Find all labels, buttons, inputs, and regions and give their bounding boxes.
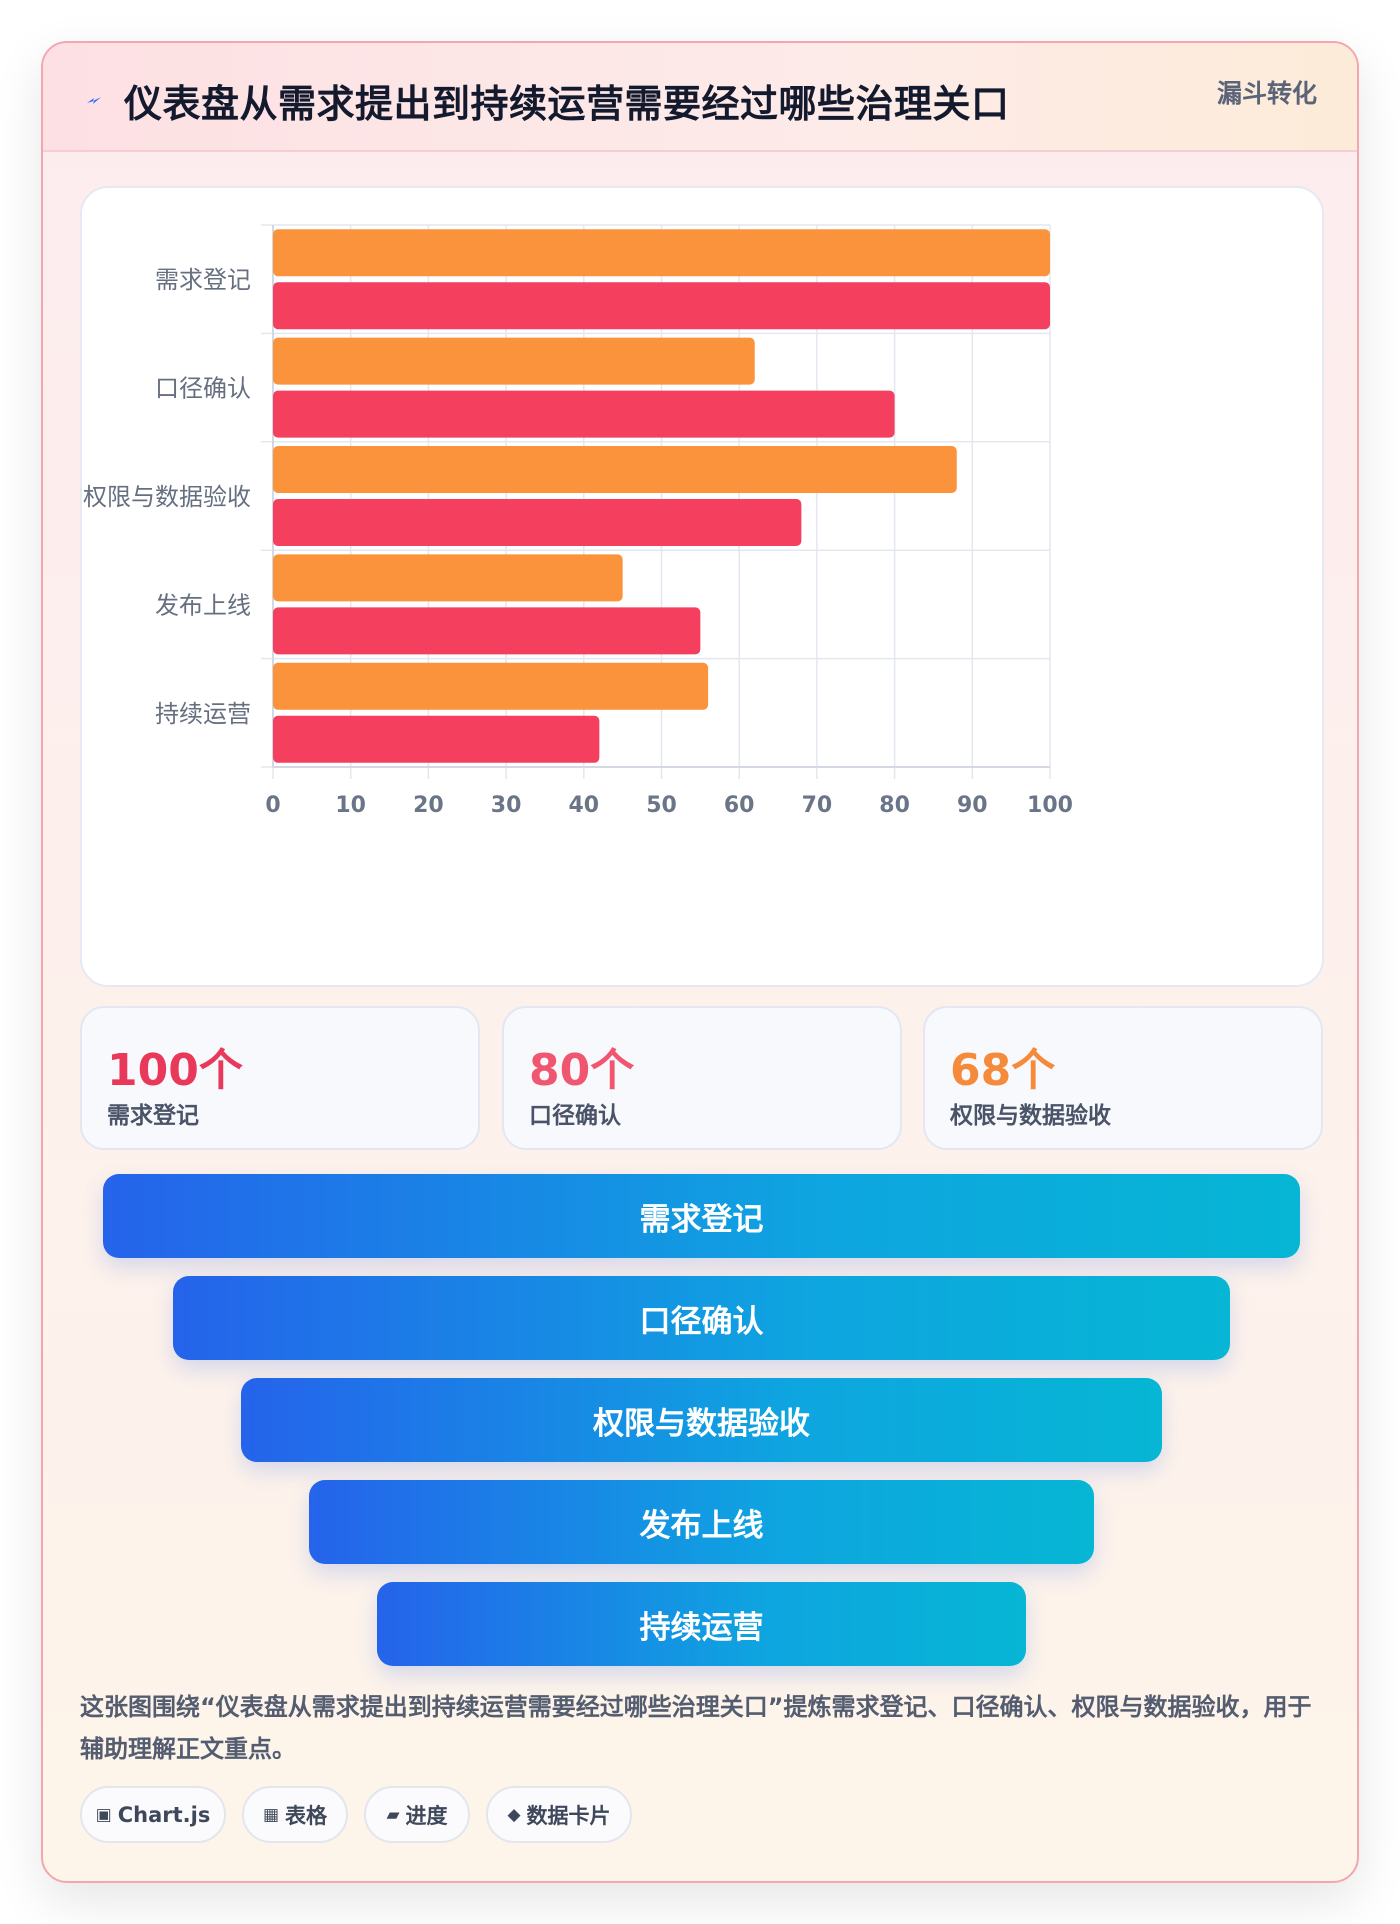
dashboard-card: 仪表盘从需求提出到持续运营需要经过哪些治理关口 漏斗转化 需求登记 口径确认 权限与… bbox=[41, 41, 1359, 1883]
x-tick-label: 80 bbox=[879, 793, 910, 818]
category-label: 发布上线 bbox=[155, 591, 251, 619]
category-label: 口径确认 bbox=[155, 375, 251, 403]
x-tick-label: 30 bbox=[491, 793, 522, 818]
stat-cards: 100个 需求登记 80个 口径确认 68个 权限与数据验收 bbox=[80, 1006, 1324, 1150]
chip-progress[interactable]: ▰ 进度 bbox=[364, 1786, 470, 1843]
x-tick-label: 20 bbox=[413, 793, 444, 818]
chip-label: 进度 bbox=[405, 1803, 448, 1828]
bar bbox=[273, 337, 755, 385]
bar bbox=[273, 499, 802, 546]
funnel-stage-label: 权限与数据验收 bbox=[593, 1405, 810, 1442]
category-label: 需求登记 bbox=[155, 266, 251, 294]
bar bbox=[273, 390, 895, 438]
funnel-stage: 发布上线 bbox=[309, 1480, 1094, 1564]
bar bbox=[273, 229, 1050, 277]
x-tick-label: 100 bbox=[1027, 793, 1073, 818]
progress-icon: ▰ bbox=[386, 1804, 400, 1825]
chip-chartjs[interactable]: ▣ Chart.js bbox=[80, 1786, 226, 1843]
chip-label: 表格 bbox=[285, 1803, 328, 1828]
x-tick-label: 40 bbox=[568, 793, 599, 818]
chart-description: 这张图围绕“仪表盘从需求提出到持续运营需要经过哪些治理关口”提炼需求登记、口径确… bbox=[80, 1693, 1312, 1763]
stat-value: 80个 bbox=[529, 1045, 635, 1096]
bar-chart-panel: 需求登记口径确认权限与数据验收发布上线持续运营 0 10 20 30 40 50 60 70 80… bbox=[80, 186, 1324, 987]
x-tick-label: 70 bbox=[802, 793, 833, 818]
bar bbox=[273, 662, 709, 710]
card-header: 仪表盘从需求提出到持续运营需要经过哪些治理关口 漏斗转化 bbox=[43, 43, 1357, 152]
stat-card: 80个 口径确认 bbox=[502, 1006, 902, 1150]
chip-label: Chart.js bbox=[117, 1802, 211, 1827]
category-label: 权限与数据验收 bbox=[83, 483, 251, 511]
funnel-stage: 权限与数据验收 bbox=[241, 1378, 1162, 1462]
x-tick-label: 0 bbox=[265, 793, 280, 818]
bar bbox=[273, 446, 957, 493]
diamond-icon: ◆ bbox=[507, 1804, 521, 1825]
category-label: 持续运营 bbox=[155, 700, 251, 728]
x-tick-label: 10 bbox=[335, 793, 366, 818]
stat-label: 口径确认 bbox=[529, 1103, 621, 1129]
stat-card: 100个 需求登记 bbox=[80, 1006, 480, 1150]
lightning-icon bbox=[87, 97, 101, 104]
chip-label: 数据卡片 bbox=[526, 1803, 611, 1828]
stat-label: 需求登记 bbox=[107, 1103, 199, 1129]
funnel-stage-label: 口径确认 bbox=[639, 1303, 764, 1340]
stat-value: 100个 bbox=[107, 1045, 243, 1096]
funnel-stage: 需求登记 bbox=[103, 1174, 1300, 1258]
chip-data-card[interactable]: ◆ 数据卡片 bbox=[486, 1786, 632, 1843]
funnel-stage: 口径确认 bbox=[173, 1276, 1230, 1360]
x-tick-label: 90 bbox=[957, 793, 988, 818]
bar bbox=[273, 715, 600, 763]
stat-label: 权限与数据验收 bbox=[950, 1103, 1111, 1129]
page-title: 仪表盘从需求提出到持续运营需要经过哪些治理关口 bbox=[124, 82, 1010, 126]
funnel-stage-label: 需求登记 bbox=[639, 1201, 764, 1238]
bar bbox=[273, 554, 623, 602]
table-icon: ▦ bbox=[262, 1804, 280, 1825]
chip-table[interactable]: ▦ 表格 bbox=[242, 1786, 348, 1843]
bar bbox=[273, 607, 701, 655]
funnel-stage: 持续运营 bbox=[377, 1582, 1026, 1666]
funnel-stage-label: 持续运营 bbox=[639, 1609, 764, 1646]
funnel-stage-label: 发布上线 bbox=[639, 1507, 764, 1544]
stat-card: 68个 权限与数据验收 bbox=[923, 1006, 1323, 1150]
stat-value: 68个 bbox=[950, 1045, 1056, 1096]
chart-icon: ▣ bbox=[95, 1804, 112, 1825]
x-tick-label: 50 bbox=[646, 793, 677, 818]
x-tick-label: 60 bbox=[724, 793, 755, 818]
bar bbox=[273, 282, 1050, 330]
category-tag: 漏斗转化 bbox=[1216, 79, 1317, 108]
